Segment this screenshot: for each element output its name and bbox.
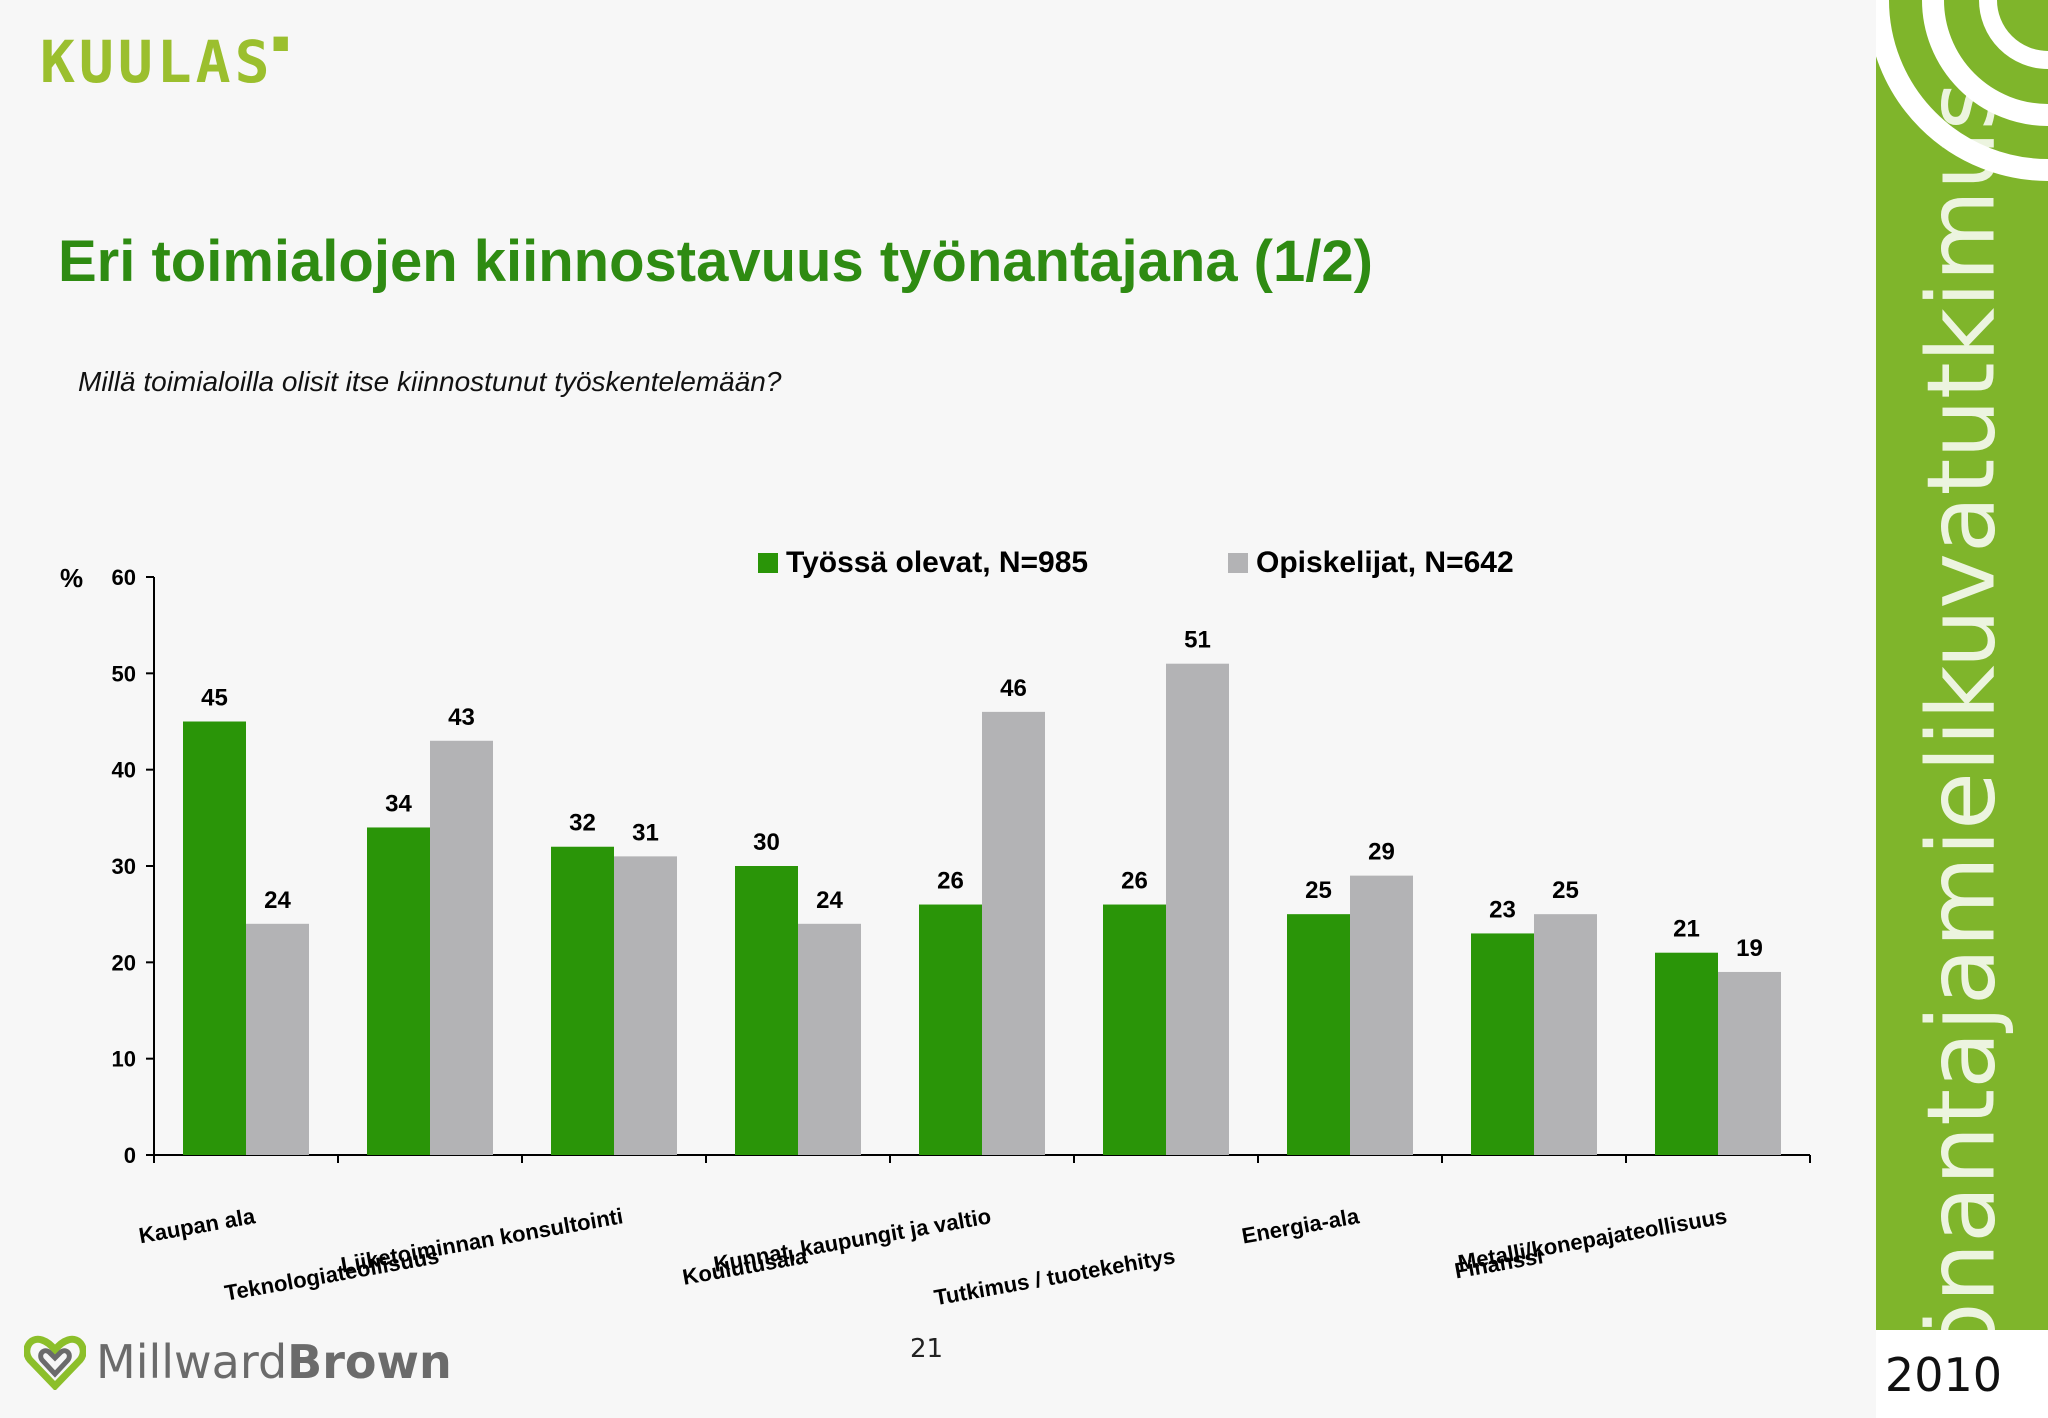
bar: [735, 866, 798, 1155]
bar-value-label: 25: [1305, 877, 1332, 904]
bar: [1350, 875, 1413, 1155]
x-category-label: Energia-ala: [1240, 1203, 1362, 1248]
bar-value-label: 29: [1368, 839, 1395, 866]
bar: [1534, 914, 1597, 1155]
bar: [1655, 952, 1718, 1155]
slide-title: Eri toimialojen kiinnostavuus työnantaja…: [58, 229, 1373, 294]
survey-question: Millä toimialoilla olisit itse kiinnostu…: [78, 366, 782, 397]
x-category-label: Tutkimus / tuotekehitys: [932, 1243, 1177, 1310]
y-axis-unit-label: %: [60, 563, 83, 593]
page-number: 21: [910, 1334, 944, 1364]
bar: [551, 846, 614, 1155]
x-category-label: Metalli/konepajateollisuus: [1456, 1203, 1729, 1275]
bar-value-label: 46: [1000, 675, 1027, 702]
millwardbrown-logo: MillwardBrown: [24, 1334, 452, 1390]
bar: [919, 904, 982, 1155]
bar: [430, 740, 493, 1155]
heart-logo-icon: [24, 1335, 86, 1390]
bar-value-label: 25: [1552, 877, 1579, 904]
bar-value-label: 21: [1673, 916, 1700, 943]
x-category-label: Liiketoiminnan konsultointi: [339, 1203, 625, 1277]
x-category-label: Kunnat, kaupungit ja valtio: [712, 1203, 993, 1276]
bar-value-label: 45: [201, 685, 228, 712]
bar-value-label: 24: [816, 887, 843, 914]
bar: [1166, 663, 1229, 1155]
y-tick-label: 40: [112, 758, 136, 783]
bar: [1287, 914, 1350, 1155]
sidebar-banner: Työnantajamielikuvatutkimus: [1876, 0, 2048, 1330]
legend-swatch: [758, 553, 778, 573]
bar-value-label: 19: [1736, 935, 1763, 962]
bar-value-label: 26: [1121, 868, 1148, 895]
y-tick-label: 0: [124, 1143, 136, 1168]
bar: [183, 721, 246, 1155]
bar: [246, 923, 309, 1155]
bar-value-label: 32: [569, 810, 596, 837]
y-tick-label: 20: [112, 950, 136, 975]
y-tick-label: 10: [112, 1047, 136, 1072]
bar: [1718, 971, 1781, 1155]
bar-value-label: 24: [264, 887, 291, 914]
kuulas-logo: KUULAS■: [40, 28, 292, 96]
bar: [1471, 933, 1534, 1155]
bar-value-label: 30: [753, 829, 780, 856]
bar-value-label: 26: [937, 868, 964, 895]
bar-value-label: 43: [448, 704, 475, 731]
y-tick-label: 50: [112, 661, 136, 686]
bar: [367, 827, 430, 1155]
bar: [614, 856, 677, 1155]
legend-label: Opiskelijat, N=642: [1256, 546, 1514, 579]
x-category-label: Kaupan ala: [137, 1203, 258, 1248]
year-badge: 2010: [1876, 1330, 2048, 1418]
bar: [798, 923, 861, 1155]
bar: [1103, 904, 1166, 1155]
bar-value-label: 31: [632, 819, 659, 846]
y-tick-label: 60: [112, 565, 136, 590]
bar-value-label: 34: [385, 790, 412, 817]
bar-chart: 0 10 20 30 40 50 60% 45 24 34 43 32 31 30 24 26 46 26 51 25…: [60, 546, 1811, 1310]
bar: [982, 711, 1045, 1155]
sidebar-title: Työnantajamielikuvatutkimus: [1907, 81, 2017, 1330]
y-tick-label: 30: [112, 854, 136, 879]
legend-swatch: [1228, 553, 1248, 573]
legend-label: Työssä olevat, N=985: [786, 546, 1088, 579]
bar-value-label: 51: [1184, 627, 1211, 654]
bar-value-label: 23: [1489, 896, 1516, 923]
